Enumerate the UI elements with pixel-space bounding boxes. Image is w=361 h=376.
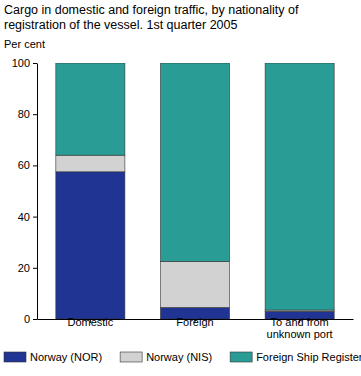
legend-item: Foreign Ship Registers [230, 351, 361, 363]
x-tick-label: Foreign [176, 316, 213, 328]
y-axis: 0 20 40 60 80 100 [12, 57, 38, 325]
legend-label: Foreign Ship Registers [256, 351, 361, 363]
y-tick: 0 [24, 313, 37, 325]
y-tick: 100 [12, 57, 37, 69]
legend-swatch [4, 352, 26, 362]
bar-segment [56, 63, 125, 155]
legend-swatch [230, 352, 252, 362]
y-tick-mark [33, 217, 37, 218]
title: Cargo in domestic and foreign traffic, b… [4, 3, 299, 32]
bar-segment [160, 63, 229, 261]
y-tick-mark [33, 165, 37, 166]
y-tick-label: 100 [12, 57, 30, 69]
y-tick-mark [33, 319, 37, 320]
y-tick: 80 [18, 108, 37, 120]
x-tick-label: To and fromunknown port [267, 316, 333, 340]
y-tick-mark [33, 114, 37, 115]
legend: Norway (NOR) Norway (NIS) Foreign Ship Reg… [4, 351, 361, 363]
bar-segment [160, 261, 229, 307]
x-tick-label: Domestic [67, 316, 113, 328]
legend-label: Norway (NIS) [146, 351, 212, 363]
x-tick: Foreign [176, 316, 213, 328]
x-tick: To and fromunknown port [267, 316, 333, 340]
y-tick-label: 40 [18, 211, 30, 223]
x-tick: Domestic [67, 316, 113, 328]
legend-label: Norway (NOR) [30, 351, 102, 363]
bar-segment [56, 172, 125, 319]
y-tick-mark [33, 268, 37, 269]
y-tick-label: 80 [18, 108, 30, 120]
y-tick: 60 [18, 159, 37, 171]
bar-segment [265, 63, 334, 310]
bar-segment [56, 155, 125, 172]
y-tick-mark [33, 63, 37, 64]
y-tick-label: 60 [18, 159, 30, 171]
y-tick: 40 [18, 211, 37, 223]
legend-item: Norway (NIS) [120, 351, 212, 363]
y-tick-label: 20 [18, 262, 30, 274]
y-tick-label: 0 [24, 313, 30, 325]
bars [56, 63, 334, 319]
legend-item: Norway (NOR) [4, 351, 102, 363]
x-axis: Domestic Foreign To and fromunknown port [38, 316, 354, 340]
y-axis-title: Per cent [4, 38, 45, 50]
chart: Cargo in domestic and foreign traffic, b… [0, 0, 361, 376]
y-tick: 20 [18, 262, 37, 274]
y-axis-line [37, 64, 38, 320]
legend-swatch [120, 352, 142, 362]
